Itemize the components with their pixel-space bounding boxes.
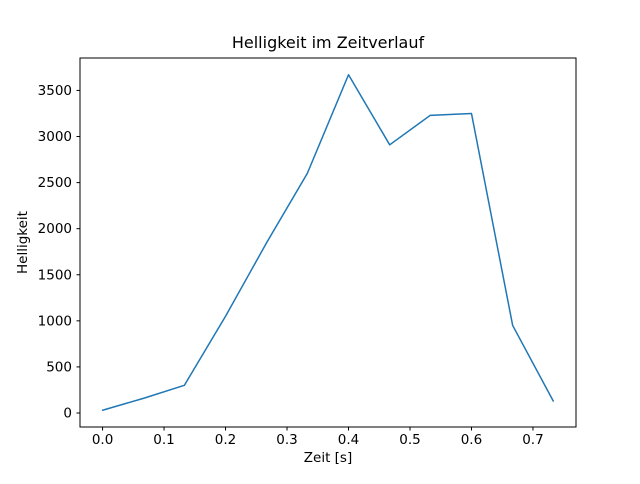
x-tick-label: 0.0 — [92, 432, 113, 448]
axes-spines — [79, 57, 577, 428]
x-axis-label: Zeit [s] — [304, 450, 352, 466]
x-tick-label: 0.2 — [215, 432, 236, 448]
chart-title: Helligkeit im Zeitverlauf — [232, 33, 425, 52]
y-tick-label: 500 — [46, 359, 72, 375]
x-tick-label: 0.7 — [522, 432, 543, 448]
y-tick-label: 2000 — [38, 221, 72, 237]
x-tick-label: 0.5 — [399, 432, 420, 448]
y-axis-label: Helligkeit — [15, 211, 31, 274]
y-tick-label: 0 — [63, 405, 72, 421]
x-tick-label: 0.4 — [338, 432, 359, 448]
y-tick-label: 3000 — [38, 129, 72, 145]
data-line — [101, 74, 554, 411]
plot-layer: 0.0 0.1 0.2 0.3 0.4 0.5 0.6 0.7 0 500 1000 1500 2000… — [38, 57, 577, 448]
y-tick-label: 1000 — [38, 313, 72, 329]
y-tick-label: 1500 — [38, 267, 72, 283]
y-tick-label: 3500 — [38, 83, 72, 99]
x-tick-label: 0.6 — [461, 432, 482, 448]
y-tick-label: 2500 — [38, 175, 72, 191]
x-tick-label: 0.3 — [276, 432, 297, 448]
x-tick-label: 0.1 — [153, 432, 174, 448]
